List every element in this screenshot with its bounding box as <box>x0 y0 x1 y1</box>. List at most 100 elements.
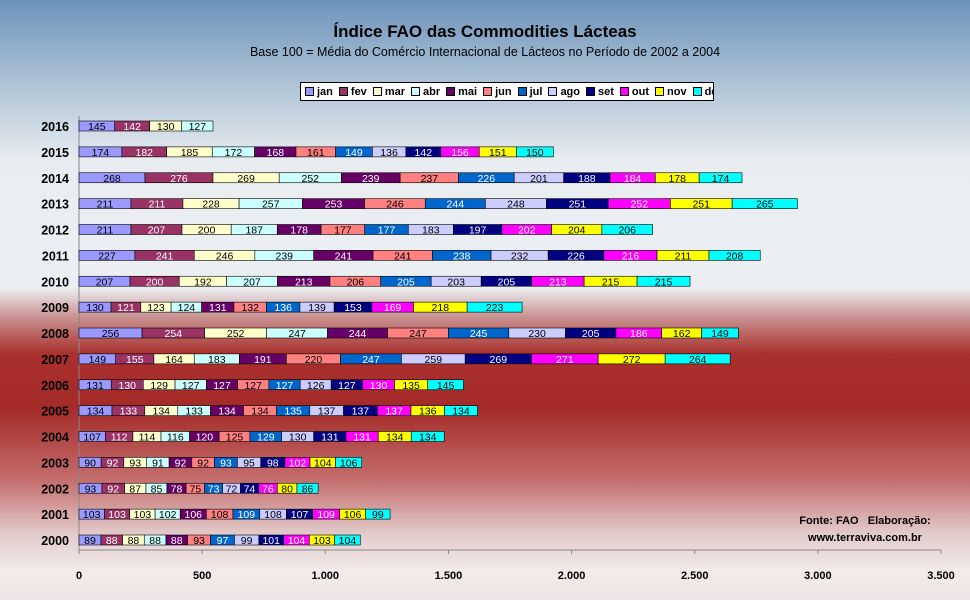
category-label: 2016 <box>41 120 69 134</box>
data-label: 131 <box>353 432 371 444</box>
data-label: 149 <box>345 147 363 159</box>
bar-segment <box>601 224 653 235</box>
data-label: 131 <box>209 302 227 314</box>
data-label: 177 <box>378 225 396 237</box>
data-label: 137 <box>318 406 336 418</box>
data-label: 191 <box>254 354 272 366</box>
legend-label: mai <box>458 85 478 98</box>
data-label: 106 <box>340 457 358 469</box>
data-label: 213 <box>549 276 567 288</box>
data-label: 251 <box>569 199 587 211</box>
legend-label: nov <box>667 85 687 98</box>
legend-item-abr: abr <box>411 86 440 98</box>
data-label: 239 <box>276 250 294 262</box>
data-label: 78 <box>171 483 183 495</box>
legend: jan fev mar abr mai jun jul ago set out nov dez <box>300 82 714 101</box>
data-label: 178 <box>668 173 686 185</box>
data-label: 252 <box>631 199 649 211</box>
legend-swatch <box>411 87 420 96</box>
legend-item-ago: ago <box>548 86 580 98</box>
data-label: 91 <box>152 457 164 469</box>
data-label: 276 <box>170 173 188 185</box>
category-label: 2013 <box>41 198 69 212</box>
legend-swatch <box>619 87 629 96</box>
data-label: 127 <box>276 380 294 392</box>
data-label: 200 <box>146 276 164 288</box>
data-label: 107 <box>291 509 309 521</box>
data-label: 93 <box>85 483 97 495</box>
data-label: 114 <box>139 432 156 444</box>
data-label: 241 <box>394 250 412 262</box>
data-label: 205 <box>498 276 516 288</box>
data-label: 136 <box>419 406 437 418</box>
legend-swatch <box>446 87 456 96</box>
data-label: 226 <box>567 250 585 262</box>
data-label: 93 <box>193 535 205 547</box>
data-label: 135 <box>284 406 302 418</box>
data-label: 178 <box>290 225 308 237</box>
data-label: 76 <box>262 483 274 495</box>
data-label: 85 <box>151 483 163 495</box>
data-label: 245 <box>470 328 488 340</box>
data-label: 215 <box>602 276 620 288</box>
data-label: 207 <box>148 225 166 237</box>
legend-label: ago <box>560 85 580 98</box>
data-label: 264 <box>689 354 707 366</box>
data-label: 256 <box>102 328 120 340</box>
data-label: 89 <box>84 535 96 547</box>
data-label: 168 <box>267 147 285 159</box>
data-label: 220 <box>305 354 323 366</box>
bar-segment <box>664 353 731 365</box>
data-label: 102 <box>159 509 177 521</box>
data-label: 201 <box>530 173 548 185</box>
data-label: 192 <box>194 276 212 288</box>
bar-segment <box>365 508 391 520</box>
data-label: 184 <box>624 173 642 185</box>
category-label: 2002 <box>41 482 69 496</box>
data-label: 127 <box>182 380 200 392</box>
legend-item-out: out <box>619 86 649 98</box>
category-label: 2007 <box>41 353 69 367</box>
data-label: 134 <box>251 406 269 418</box>
data-label: 130 <box>119 380 137 392</box>
data-label: 149 <box>711 328 729 340</box>
data-label: 99 <box>372 509 384 521</box>
data-label: 142 <box>123 121 141 133</box>
legend-swatch <box>692 87 702 96</box>
data-label: 150 <box>526 147 544 159</box>
data-label: 238 <box>453 250 471 262</box>
data-label: 213 <box>295 276 313 288</box>
data-label: 247 <box>288 328 306 340</box>
data-label: 206 <box>347 276 365 288</box>
x-tick-label: 2.000 <box>558 570 586 582</box>
data-label: 145 <box>437 380 455 392</box>
data-label: 106 <box>185 509 203 521</box>
data-label: 237 <box>421 173 439 185</box>
data-label: 248 <box>507 199 525 211</box>
data-label: 227 <box>98 250 116 262</box>
bar-segment <box>410 431 445 442</box>
legend-swatch <box>548 87 558 96</box>
data-label: 112 <box>111 432 128 444</box>
data-label: 164 <box>165 354 183 366</box>
bar-segment <box>334 534 361 546</box>
bar-segment <box>731 198 798 209</box>
data-label: 116 <box>167 432 184 444</box>
bar-segment <box>181 120 214 132</box>
category-label: 2008 <box>41 327 69 341</box>
data-label: 247 <box>409 328 427 340</box>
data-label: 101 <box>262 535 280 547</box>
data-label: 252 <box>301 173 319 185</box>
data-label: 129 <box>257 432 275 444</box>
legend-label: jun <box>495 85 512 98</box>
data-label: 174 <box>92 147 110 159</box>
data-label: 73 <box>208 483 220 495</box>
data-label: 132 <box>241 302 259 314</box>
data-label: 177 <box>334 225 352 237</box>
data-label: 174 <box>712 173 730 185</box>
x-tick-label: 3.000 <box>804 570 832 582</box>
data-label: 130 <box>289 432 307 444</box>
data-label: 272 <box>623 354 641 366</box>
data-label: 102 <box>289 457 307 469</box>
data-label: 183 <box>208 354 226 366</box>
